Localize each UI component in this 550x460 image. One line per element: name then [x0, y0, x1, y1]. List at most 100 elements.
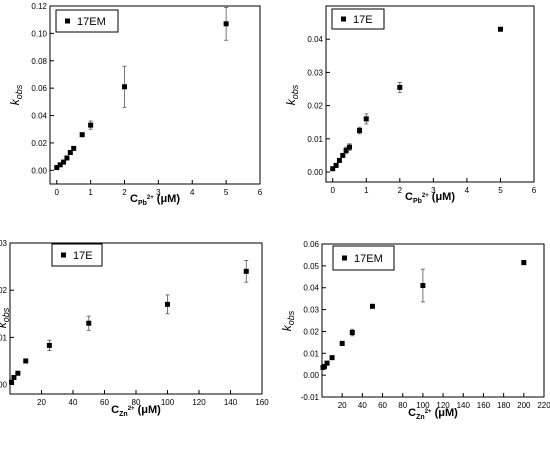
data-point [346, 144, 352, 150]
y-tick-label: 0.03 [303, 306, 319, 315]
plot-frame [9, 242, 263, 395]
x-axis-title: CPb2+ (μM) [405, 191, 455, 205]
data-point [339, 340, 345, 346]
legend-label: 17EM [354, 253, 383, 265]
x-tick-label: 6 [532, 186, 537, 195]
y-tick-label: 0.01 [307, 135, 323, 144]
x-tick-label: 20 [37, 398, 46, 407]
y-tick-label: 0.05 [303, 262, 319, 271]
x-tick-label: 4 [190, 188, 195, 197]
data-point [243, 268, 249, 274]
x-tick-label: 80 [132, 398, 141, 407]
data-point [343, 147, 349, 153]
data-point [330, 166, 336, 172]
legend: 17EM [332, 245, 395, 271]
data-point [122, 84, 128, 90]
x-tick-label: 0 [55, 188, 60, 197]
x-tick-label: 0 [330, 186, 335, 195]
x-tick-label: 220 [537, 401, 550, 410]
x-tick-label: 2 [398, 186, 403, 195]
data-point [67, 150, 73, 156]
x-axis-title: CZn2+ (μM) [408, 407, 458, 421]
y-tick-label: 0.00 [307, 168, 323, 177]
y-tick-label: 0.04 [31, 112, 47, 121]
y-tick-label: -0.01 [301, 393, 320, 402]
x-tick-label: 3 [156, 188, 161, 197]
data-point [369, 303, 375, 309]
x-tick-label: 180 [497, 401, 511, 410]
x-axis-title: CPb2+ (μM) [130, 193, 180, 207]
plot-frame [49, 5, 261, 185]
data-point [324, 360, 330, 366]
x-tick-label: 120 [436, 401, 450, 410]
x-axis-title: CZn2+ (μM) [111, 404, 161, 418]
legend-marker [341, 16, 346, 22]
chart-panel-1: 0 1 2 3 4 5 6 0.00 0.02 0.04 0.06 0.08 0.10 0.12 CPb2+… [8, 2, 263, 207]
data-point [15, 370, 21, 376]
legend-label: 17EM [77, 16, 106, 28]
y-tick-label: 0.10 [31, 29, 47, 38]
data-point [54, 165, 60, 171]
x-tick-label: 60 [100, 398, 109, 407]
legend-label: 17E [73, 250, 93, 262]
x-tick-label: 3 [431, 186, 436, 195]
x-tick-label: 140 [457, 401, 471, 410]
legend-box [51, 243, 103, 267]
legend-box [55, 9, 119, 33]
legend: 17EM [55, 9, 119, 33]
x-tick-label: 80 [398, 401, 407, 410]
y-tick-label: 0.02 [307, 102, 323, 111]
data-point [23, 358, 29, 364]
data-point [88, 122, 94, 128]
x-tick-label: 100 [161, 398, 175, 407]
legend: 17E [51, 243, 103, 267]
x-tick-label: 1 [364, 186, 369, 195]
x-tick-label: 140 [224, 398, 238, 407]
y-axis-title: kobs [284, 84, 300, 105]
data-point [420, 283, 426, 289]
y-tick-label: 0.03 [307, 68, 323, 77]
legend-label: 17E [353, 14, 373, 26]
y-tick-label: 0.12 [31, 2, 47, 11]
x-tick-label: 6 [258, 188, 263, 197]
y-tick-label: 0.02 [303, 327, 319, 336]
data-point [165, 301, 170, 307]
plot-frame [321, 243, 545, 398]
data-point [64, 155, 70, 161]
x-tick-label: 40 [358, 401, 367, 410]
x-tick-label: 160 [477, 401, 491, 410]
y-tick-label: 0.03 [0, 239, 8, 248]
y-axis-title: kobs [0, 307, 11, 328]
data-point [349, 330, 355, 336]
data-point [71, 145, 77, 151]
data-point [223, 21, 229, 27]
data-point [363, 116, 369, 122]
y-tick-label: 0.02 [31, 139, 47, 148]
data-point [329, 355, 335, 361]
data-point [9, 379, 15, 385]
data-point [340, 152, 346, 158]
data-point [61, 159, 67, 165]
data-point [333, 162, 339, 168]
y-tick-label: 0.02 [0, 286, 8, 295]
y-tick-label: 0.04 [303, 284, 319, 293]
data-point [46, 342, 52, 348]
data-point [397, 84, 403, 90]
y-axis-title: kobs [280, 310, 296, 331]
y-tick-label: 0.08 [31, 57, 47, 66]
legend-box [331, 8, 385, 30]
x-tick-label: 2 [122, 188, 127, 197]
data-point [336, 157, 342, 163]
data-point [521, 260, 527, 266]
x-tick-label: 160 [255, 398, 269, 407]
y-tick-label: 0.06 [31, 84, 47, 93]
chart-panel-3: 20 40 60 80 100 120 140 160 0.00 0.01 0.02 0.03 CZn2… [0, 239, 269, 418]
x-tick-label: 200 [517, 401, 531, 410]
data-point [497, 26, 503, 32]
data-point [357, 128, 363, 134]
data-point [322, 363, 328, 369]
y-axis-title: kobs [8, 84, 24, 105]
y-tick-label: 0.01 [0, 333, 8, 342]
x-tick-label: 40 [69, 398, 78, 407]
